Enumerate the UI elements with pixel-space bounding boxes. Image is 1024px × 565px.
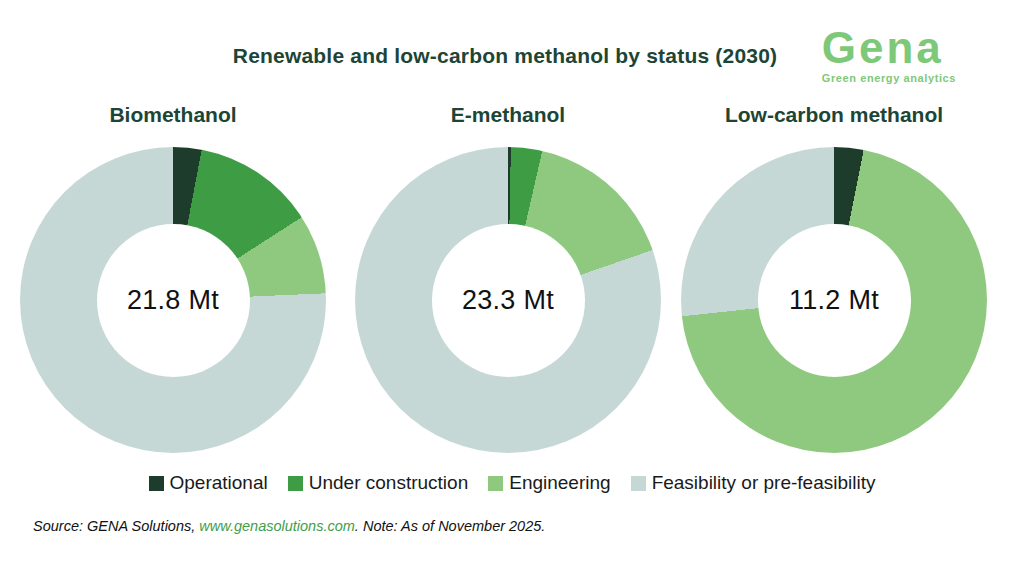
source-suffix: . Note: As of November 2025. bbox=[355, 518, 545, 534]
legend-item-under-construction: Under construction bbox=[288, 472, 468, 494]
legend-label-feasibility: Feasibility or pre-feasibility bbox=[652, 472, 876, 494]
source-note: Source: GENA Solutions, www.genasolution… bbox=[33, 518, 545, 534]
legend-label-under-construction: Under construction bbox=[309, 472, 468, 494]
legend-swatch-feasibility bbox=[631, 476, 646, 491]
gena-logo: Gena Green energy analytics bbox=[822, 26, 956, 84]
source-link[interactable]: www.genasolutions.com bbox=[199, 518, 355, 534]
donut-hole: 11.2 Mt bbox=[758, 224, 911, 377]
legend-swatch-engineering bbox=[488, 476, 503, 491]
legend-swatch-under-construction bbox=[288, 476, 303, 491]
donut-total-biomethanol: 21.8 Mt bbox=[127, 285, 219, 316]
donut-hole: 21.8 Mt bbox=[97, 224, 250, 377]
source-prefix: Source: GENA Solutions, bbox=[33, 518, 199, 534]
chart-title-low-carbon-methanol: Low-carbon methanol bbox=[664, 103, 1004, 133]
legend-swatch-operational bbox=[149, 476, 164, 491]
donut-chart-e-methanol: 23.3 Mt bbox=[355, 147, 661, 453]
legend-item-operational: Operational bbox=[149, 472, 268, 494]
donut-total-low-carbon-methanol: 11.2 Mt bbox=[789, 285, 879, 316]
chart-biomethanol: Biomethanol 21.8 Mt bbox=[3, 103, 343, 453]
donut-chart-biomethanol: 21.8 Mt bbox=[20, 147, 326, 453]
legend-label-operational: Operational bbox=[170, 472, 268, 494]
chart-low-carbon-methanol: Low-carbon methanol 11.2 Mt bbox=[664, 103, 1004, 453]
legend-item-engineering: Engineering bbox=[488, 472, 610, 494]
donut-total-e-methanol: 23.3 Mt bbox=[462, 285, 554, 316]
figure-canvas: Renewable and low-carbon methanol by sta… bbox=[0, 0, 1024, 565]
chart-title-biomethanol: Biomethanol bbox=[3, 103, 343, 133]
chart-e-methanol: E-methanol 23.3 Mt bbox=[338, 103, 678, 453]
legend: Operational Under construction Engineeri… bbox=[0, 472, 1024, 494]
gena-logo-tagline: Green energy analytics bbox=[822, 72, 956, 84]
legend-item-feasibility: Feasibility or pre-feasibility bbox=[631, 472, 876, 494]
donut-hole: 23.3 Mt bbox=[432, 224, 585, 377]
gena-logo-wordmark: Gena bbox=[822, 26, 956, 70]
chart-title-e-methanol: E-methanol bbox=[338, 103, 678, 133]
donut-chart-low-carbon-methanol: 11.2 Mt bbox=[681, 147, 987, 453]
legend-label-engineering: Engineering bbox=[509, 472, 610, 494]
